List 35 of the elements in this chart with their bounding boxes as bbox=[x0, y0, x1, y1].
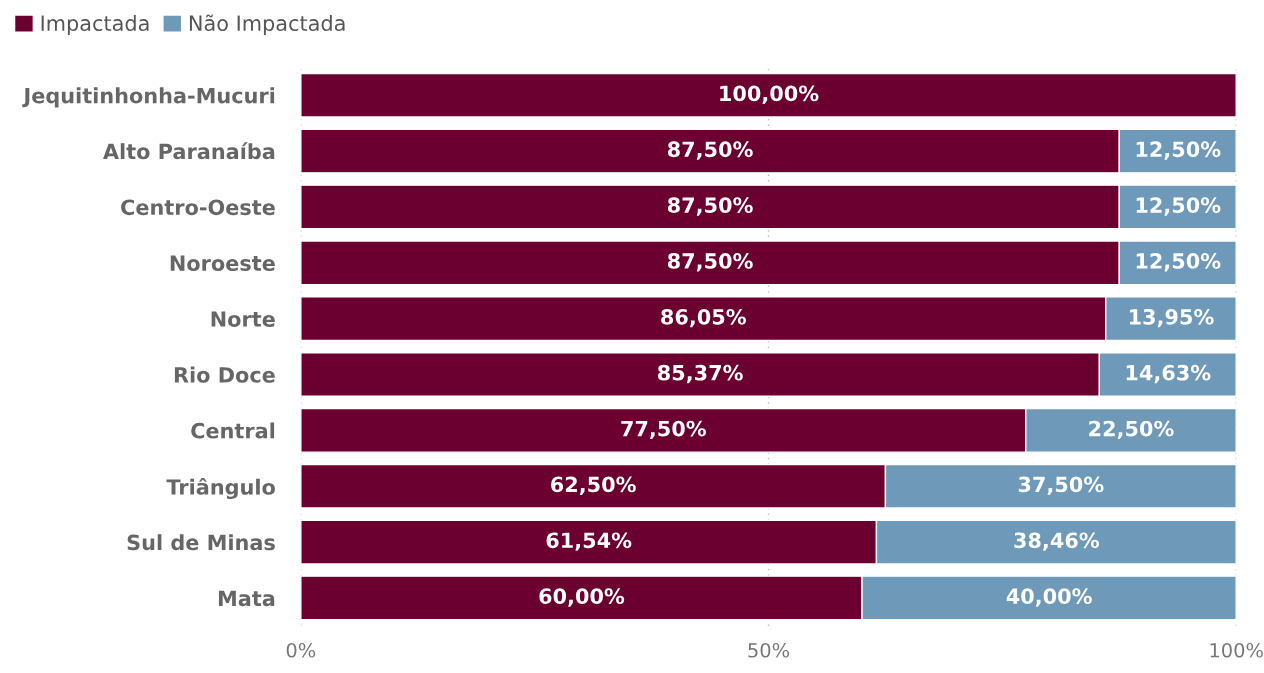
data-label: 62,50% bbox=[551, 476, 636, 495]
data-label: 22,50% bbox=[1089, 420, 1174, 440]
y-tick-label: Jequitinhonha-Mucuri bbox=[22, 87, 275, 108]
data-label: 12,50% bbox=[1136, 253, 1221, 272]
x-tick-label: 0% bbox=[286, 642, 316, 658]
y-tick-label: Central bbox=[191, 422, 275, 439]
y-tick-label: Noroeste bbox=[170, 255, 275, 272]
data-label: 86,05% bbox=[661, 308, 746, 328]
data-label: 87,50% bbox=[667, 197, 753, 216]
data-label: 38,46% bbox=[1014, 532, 1100, 551]
data-label: 12,50% bbox=[1136, 197, 1221, 216]
x-tick-label: 100% bbox=[1210, 642, 1263, 658]
data-label: 13,95% bbox=[1129, 308, 1214, 328]
data-label: 85,37% bbox=[657, 364, 743, 384]
data-label: 60,00% bbox=[539, 588, 625, 607]
data-label: 77,50% bbox=[621, 420, 707, 440]
y-tick-label: Triângulo bbox=[166, 477, 275, 500]
data-label: 87,50% bbox=[667, 141, 753, 160]
y-tick-label: Alto Paranaíba bbox=[103, 142, 275, 160]
data-label: 37,50% bbox=[1018, 476, 1104, 495]
y-tick-label: Mata bbox=[218, 590, 275, 607]
y-tick-label: Rio Doce bbox=[174, 366, 275, 383]
y-tick-label: Sul de Minas bbox=[127, 534, 275, 551]
data-label: 12,50% bbox=[1136, 141, 1221, 160]
bar bbox=[300, 72, 1237, 118]
y-tick-label: Centro-Oeste bbox=[121, 199, 275, 216]
x-tick-label: 50% bbox=[748, 642, 790, 658]
data-label: 61,54% bbox=[546, 532, 632, 551]
data-label: 40,00% bbox=[1006, 588, 1092, 607]
data-label: 100,00% bbox=[720, 85, 819, 104]
legend-label: Não Impactada bbox=[189, 14, 345, 36]
data-label: 87,50% bbox=[667, 253, 753, 272]
legend-label: Impactada bbox=[41, 14, 149, 36]
y-tick-label: Norte bbox=[211, 311, 275, 327]
data-label: 14,63% bbox=[1126, 364, 1211, 384]
